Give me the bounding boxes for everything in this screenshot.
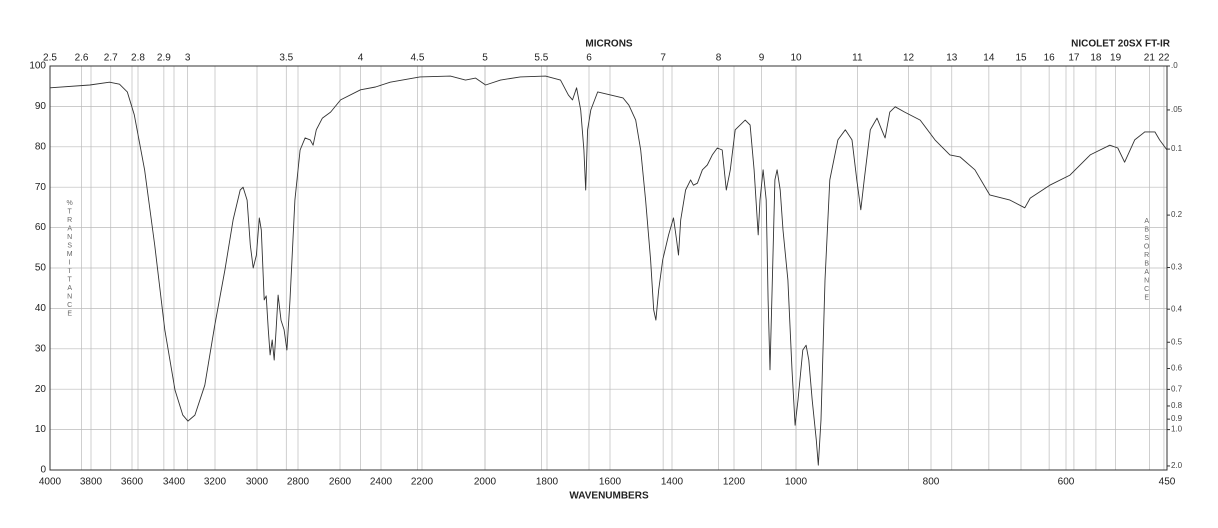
y2-tick-label: 0.6 [1171,364,1183,373]
y2-tick-label: .05 [1171,105,1183,114]
y-tick-label: 0 [40,465,46,476]
top-tick-label: 17 [1068,53,1080,64]
y2-tick-label: 0.9 [1171,414,1183,423]
plot-frame [49,65,1168,471]
top-tick-label: 10 [790,53,802,64]
top-tick-label: 8 [716,53,722,64]
y-tick-label: 100 [29,61,46,72]
x-tick-label: 2000 [474,477,497,488]
top-tick-label: 14 [983,53,995,64]
x-tick-label: 3000 [246,477,269,488]
top-tick-label: 6 [586,53,592,64]
x-tick-label: 2800 [287,477,310,488]
x-tick-label: 1000 [785,477,808,488]
spectrum-line [49,75,1168,466]
y-tick-label: 90 [35,101,47,112]
y-tick-label: 50 [35,263,47,274]
y-tick-label: 20 [35,384,47,395]
instrument-label: NICOLET 20SX FT-IR [1071,39,1171,50]
x-tick-label: 1800 [536,477,559,488]
x-tick-label: 1200 [723,477,746,488]
top-tick-label: 4.5 [410,53,424,64]
y2-tick-label: 0.1 [1171,144,1183,153]
x-tick-label: 600 [1058,477,1075,488]
top-tick-label: 21 [1144,53,1156,64]
top-tick-label: 2.6 [75,53,89,64]
top-tick-label: 19 [1110,53,1122,64]
top-axis-title: MICRONS [585,39,633,50]
y2-axis-title: ABSORBANCE [1143,218,1150,303]
top-tick-label: 3 [185,53,191,64]
top-tick-label: 9 [759,53,765,64]
x-tick-label: 800 [923,477,940,488]
top-tick-label: 18 [1090,53,1102,64]
top-tick-label: 12 [903,53,915,64]
x-tick-label: 2400 [370,477,393,488]
top-tick-label: 2.5 [43,53,57,64]
x-tick-label: 3400 [163,477,186,488]
y2-tick-label: 0.2 [1171,210,1183,219]
x-tick-label: 3800 [80,477,103,488]
top-tick-label: 2.8 [131,53,145,64]
x-tick-label: 2600 [329,477,352,488]
x-tick-label: 1400 [661,477,684,488]
y2-tick-label: 0.5 [1171,337,1183,346]
x-tick-label: 4000 [39,477,62,488]
y-tick-label: 40 [35,303,47,314]
top-tick-label: 2.9 [157,53,171,64]
top-tick-label: 11 [852,53,863,64]
top-tick-label: 5 [482,53,488,64]
y-tick-label: 10 [35,424,47,435]
y-tick-label: 80 [35,141,47,152]
y2-tick-label: 0.7 [1171,385,1183,394]
top-tick-label: 22 [1158,53,1170,64]
top-tick-label: 7 [660,53,666,64]
top-tick-label: 15 [1015,53,1027,64]
top-tick-label: 16 [1044,53,1056,64]
y2-tick-label: 0.4 [1171,304,1183,313]
top-tick-label: 13 [946,53,958,64]
x-tick-label: 450 [1159,477,1176,488]
top-tick-label: 4 [358,53,364,64]
y2-tick-label: .0 [1171,61,1178,70]
y-tick-label: 70 [35,182,47,193]
x-axis-title: WAVENUMBERS [569,491,649,502]
top-tick-label: 5.5 [534,53,548,64]
top-tick-label: 3.5 [279,53,293,64]
y-tick-label: 30 [35,343,47,354]
y2-tick-label: 0.8 [1171,401,1183,410]
x-tick-label: 3600 [121,477,144,488]
x-tick-label: 2200 [411,477,434,488]
top-tick-label: 2.7 [104,53,118,64]
y2-tick-label: 0.3 [1171,263,1183,272]
y2-tick-label: 2.0 [1171,461,1183,470]
y2-tick-label: 1.0 [1171,425,1183,434]
x-tick-label: 3200 [204,477,227,488]
y-tick-label: 60 [35,222,47,233]
y-axis-title: %TRANSMITTANCE [66,200,73,319]
x-tick-label: 1600 [599,477,622,488]
